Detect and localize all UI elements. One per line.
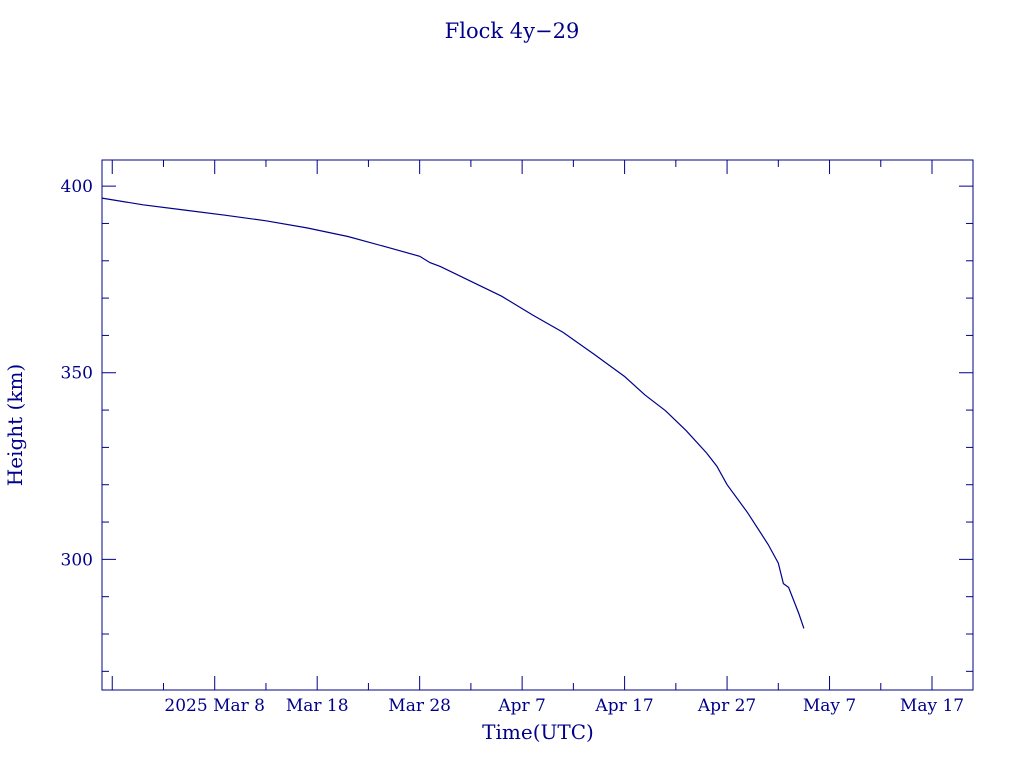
x-tick-label: Apr 27 xyxy=(697,696,756,716)
x-axis-label: Time(UTC) xyxy=(482,720,594,744)
y-tick-label: 300 xyxy=(61,550,93,570)
series-group xyxy=(101,197,805,629)
x-tick-label: May 17 xyxy=(900,696,964,716)
axis-ticks xyxy=(102,160,973,690)
x-tick-label: 2025 Mar 8 xyxy=(164,696,265,716)
x-tick-label: Apr 17 xyxy=(594,696,653,716)
chart-title: Flock 4y−29 xyxy=(445,19,580,43)
y-tick-label: 400 xyxy=(61,177,93,197)
x-tick-label: Apr 7 xyxy=(497,696,546,716)
series-line xyxy=(101,197,805,629)
tick-labels: 2025 Mar 8 Mar 18 Mar 28 Apr 7 Apr 17 Apr 27 M… xyxy=(61,177,965,716)
y-tick-label: 350 xyxy=(61,364,93,384)
x-tick-label: May 7 xyxy=(803,696,856,716)
y-axis-label: Height (km) xyxy=(3,364,27,486)
x-tick-label: Mar 28 xyxy=(388,696,451,716)
plot-frame xyxy=(101,159,974,691)
x-tick-label: Mar 18 xyxy=(286,696,349,716)
